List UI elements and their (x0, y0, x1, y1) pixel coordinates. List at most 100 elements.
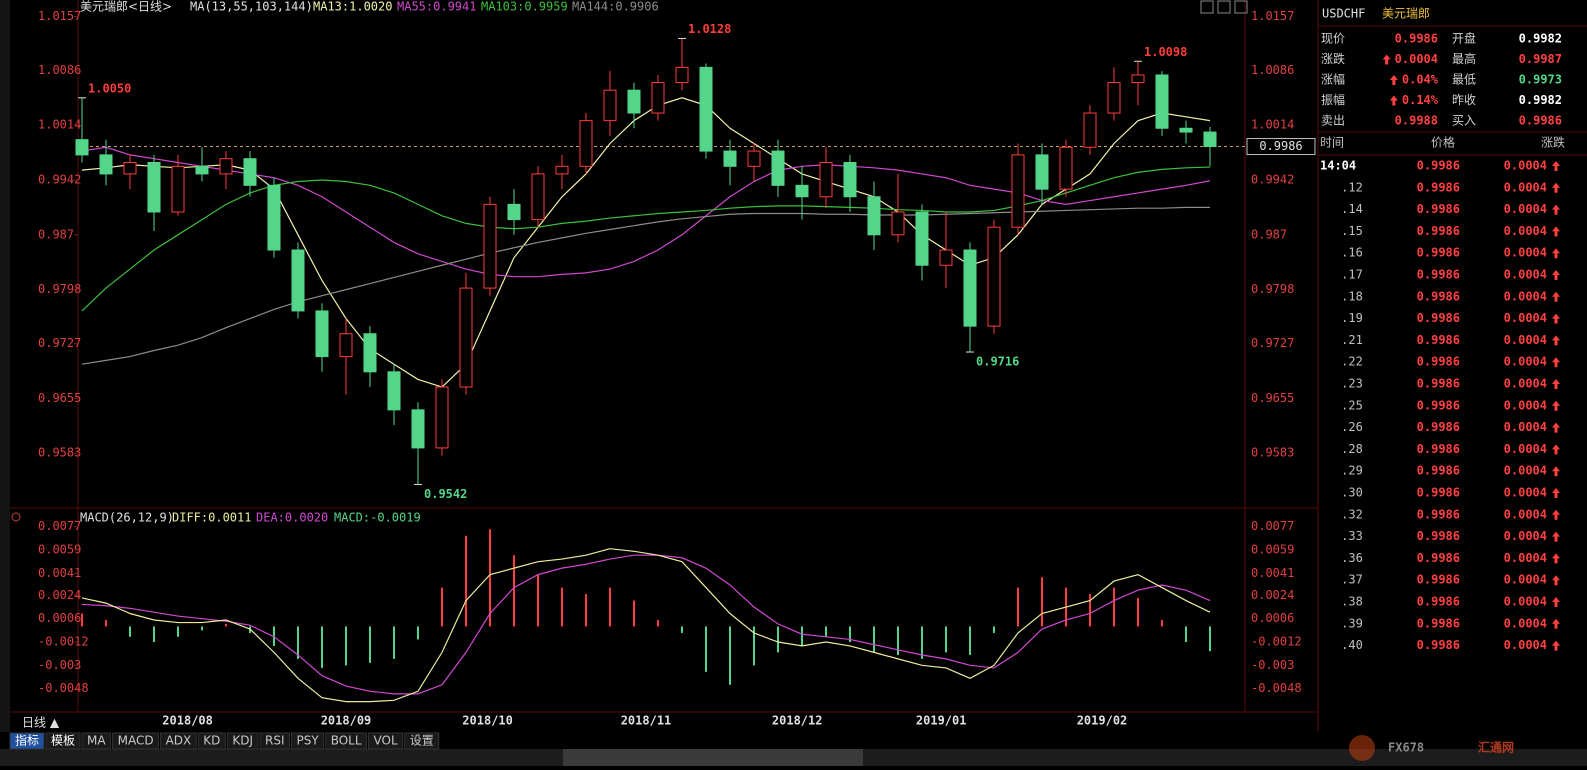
up-arrow (1552, 270, 1560, 280)
toolbar-tab[interactable]: MA (87, 734, 106, 748)
trade-change: 0.0004 (1504, 464, 1547, 478)
trade-price: 0.9986 (1417, 377, 1460, 391)
trade-change: 0.0004 (1504, 377, 1547, 391)
candle-body (675, 66, 689, 84)
trade-change: 0.0004 (1504, 355, 1547, 369)
tab-background[interactable] (404, 732, 440, 750)
scroll-thumb[interactable] (563, 749, 863, 766)
tab-background[interactable] (112, 732, 160, 750)
tab-background[interactable] (368, 732, 404, 750)
toolbar-tab[interactable]: 模板 (51, 734, 75, 748)
legend-entry: DEA:0.0020 (256, 511, 328, 525)
tab-background[interactable] (81, 732, 112, 750)
quote-label: 涨跌 (1321, 51, 1345, 66)
quote-value: 0.9973 (1519, 73, 1562, 87)
tab-background[interactable] (226, 732, 259, 750)
trade-change: 0.0004 (1504, 159, 1547, 173)
candle-body (1107, 82, 1121, 114)
tab-background[interactable] (259, 732, 291, 750)
trade-time: .36 (1341, 551, 1363, 565)
trade-change: 0.0004 (1504, 638, 1547, 652)
trade-change: 0.0004 (1504, 333, 1547, 347)
quote-value: 0.9986 (1519, 114, 1562, 128)
trade-price: 0.9986 (1417, 333, 1460, 347)
y-tick-label: 1.0086 (1251, 63, 1294, 77)
toolbar-tab[interactable]: 指标 (15, 733, 39, 748)
tab-background[interactable] (160, 732, 197, 750)
legend-entry: MACD(26,12,9) (80, 511, 174, 525)
quote-label: 昨收 (1452, 93, 1476, 107)
trade-price: 0.9986 (1417, 311, 1460, 325)
toolbar-tab[interactable]: RSI (265, 734, 285, 748)
toolbar-tab[interactable]: PSY (297, 734, 320, 748)
y-tick-label: -0.0012 (38, 635, 89, 649)
candle-body (627, 89, 641, 114)
candle-body (195, 165, 209, 175)
trade-price: 0.9986 (1417, 224, 1460, 238)
x-tick-label: 2018/11 (621, 714, 672, 728)
toolbar-tab[interactable]: ADX (166, 734, 192, 748)
candle-body (1011, 154, 1025, 228)
candle-body (99, 154, 113, 175)
trade-time: .26 (1341, 420, 1363, 434)
up-arrow (1552, 248, 1560, 259)
candle-body (315, 310, 329, 358)
macd-settings-icon[interactable] (11, 512, 21, 522)
trade-time: .25 (1341, 398, 1363, 412)
up-arrow (1552, 291, 1560, 302)
toolbar-tab[interactable]: BOLL (331, 734, 362, 748)
window-button[interactable] (1234, 0, 1248, 14)
up-arrow (1552, 488, 1560, 498)
candle-body (459, 287, 473, 388)
annotation-label: 1.0050 (88, 81, 131, 95)
toolbar-tab[interactable]: KD (203, 734, 220, 748)
tab-background[interactable] (197, 732, 226, 750)
y-tick-label: 0.987 (1251, 227, 1287, 241)
window-button[interactable] (1217, 0, 1231, 14)
quote-label: 买入 (1452, 114, 1476, 128)
trade-time: .38 (1341, 595, 1363, 609)
candle-body (243, 158, 257, 186)
tab-background[interactable] (291, 732, 325, 750)
trade-change: 0.0004 (1504, 246, 1547, 260)
y-tick-label: 0.0024 (38, 588, 81, 602)
trade-time: .22 (1341, 355, 1363, 369)
y-tick-label: 0.9798 (1251, 282, 1294, 296)
trade-time: .16 (1341, 246, 1363, 260)
toolbar-tab[interactable]: KDJ (232, 734, 253, 748)
toolbar-tab[interactable]: VOL (374, 734, 398, 748)
column-header: 涨跌 (1541, 135, 1565, 150)
trade-change: 0.0004 (1504, 529, 1547, 543)
trade-time: .23 (1341, 377, 1363, 391)
up-arrow (1382, 54, 1391, 65)
annotation-label: 1.0128 (688, 22, 731, 36)
last-price-label: 0.9986 (1259, 139, 1302, 153)
candle-body (363, 333, 377, 373)
up-arrow (1552, 597, 1560, 607)
tab-background[interactable] (45, 732, 81, 750)
candle-body (603, 89, 617, 122)
y-tick-label: 0.0041 (38, 566, 81, 580)
candle-body (819, 162, 833, 198)
legend-entry: MACD:-0.0019 (334, 511, 421, 525)
period-selector[interactable]: 日线 ▲ (22, 716, 60, 730)
tab-background[interactable] (9, 732, 45, 750)
diff-line (81, 548, 1211, 703)
y-tick-label: 0.987 (38, 227, 74, 241)
x-tick-label: 2019/02 (1077, 714, 1128, 728)
column-header: 时间 (1320, 136, 1344, 150)
legend-entry: MA103:0.9959 (481, 0, 568, 14)
toolbar-tab[interactable]: MACD (118, 734, 154, 748)
up-arrow (1552, 335, 1560, 346)
tab-background[interactable] (325, 732, 368, 750)
trade-time: .33 (1341, 529, 1363, 543)
watermark-logo (1349, 735, 1375, 761)
window-button[interactable] (1200, 0, 1214, 14)
toolbar-tab[interactable]: 设置 (410, 734, 434, 748)
trade-price: 0.9986 (1417, 268, 1460, 282)
candle-body (171, 165, 185, 213)
legend-entry: 美元瑞郎<日线> (80, 0, 172, 14)
symbol-name: 美元瑞郎 (1382, 7, 1430, 21)
trade-price: 0.9986 (1417, 529, 1460, 543)
trade-change: 0.0004 (1504, 289, 1547, 303)
